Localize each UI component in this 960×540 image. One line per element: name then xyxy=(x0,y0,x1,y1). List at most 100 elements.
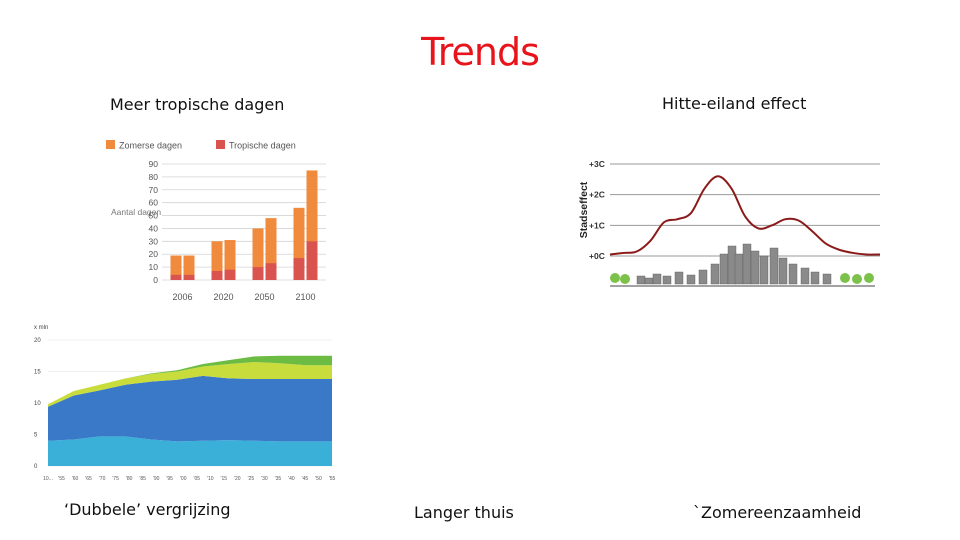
bar-tropical-days xyxy=(306,241,318,280)
building-icon xyxy=(644,277,654,285)
heat-chart-ylabel: Stadseffect xyxy=(578,181,590,238)
bar-y-tick: 90 xyxy=(149,159,159,169)
area-y-tick: 5 xyxy=(34,433,38,439)
bar-y-tick: 80 xyxy=(149,172,159,182)
area-y-tick: 15 xyxy=(34,370,41,376)
caption-double-aging: ‘Dubbele’ vergrijzing xyxy=(64,500,231,519)
tropical-days-bar-chart: Zomerse dagen Tropische dagen Aantal dage… xyxy=(106,140,326,302)
bar-tropical-days xyxy=(183,274,195,280)
heat-y-tick: +3C xyxy=(589,159,605,169)
bar-summer-days xyxy=(252,228,264,280)
heat-y-tick: +0C xyxy=(589,251,605,261)
building-icon xyxy=(698,269,708,285)
bar-summer-days xyxy=(265,218,277,280)
building-icon xyxy=(727,245,737,285)
bar-summer-days xyxy=(306,170,318,280)
area-y-tick: 10 xyxy=(34,401,41,407)
building-icon xyxy=(788,263,798,285)
building-icon xyxy=(710,263,720,285)
bar-tropical-days xyxy=(252,267,264,280)
building-icon xyxy=(674,271,684,285)
building-icon xyxy=(778,257,788,285)
building-icon xyxy=(750,250,760,285)
caption-heat-island: Hitte-eiland effect xyxy=(662,94,807,113)
building-icon xyxy=(800,267,810,285)
bar-tropical-days xyxy=(224,269,236,280)
aging-population-area-chart: x mln 0 5 10 15 20 10... '55 '60 '65 '70 '75 '80 '8… xyxy=(34,325,336,482)
area-x-tick: '20 xyxy=(234,476,241,482)
building-icon xyxy=(662,275,672,285)
area-x-tick: '70 xyxy=(99,476,106,482)
bar-tropical-days xyxy=(211,270,223,280)
area-x-tick: '15 xyxy=(221,476,228,482)
area-layer xyxy=(48,436,332,466)
bar-y-tick: 40 xyxy=(149,223,159,233)
area-x-tick: '90 xyxy=(153,476,160,482)
bar-tropical-days xyxy=(293,258,305,280)
building-icon xyxy=(742,243,752,285)
bar-x-tick: 2006 xyxy=(172,292,192,302)
area-x-tick: '50 xyxy=(315,476,322,482)
bar-y-tick: 0 xyxy=(153,275,158,285)
area-x-tick: '95 xyxy=(166,476,173,482)
building-icon xyxy=(636,275,646,285)
building-icon xyxy=(686,274,696,285)
area-x-tick: '10 xyxy=(207,476,214,482)
building-icon xyxy=(769,247,779,285)
building-icon xyxy=(652,273,662,285)
area-x-tick: '00 xyxy=(180,476,187,482)
area-x-tick: '55 xyxy=(329,476,336,482)
caption-summer-loneliness: `Zomereenzaamheid xyxy=(693,503,862,522)
heat-y-tick: +2C xyxy=(589,190,605,200)
area-x-tick: '55 xyxy=(58,476,65,482)
bar-y-tick: 10 xyxy=(149,262,159,272)
area-x-tick: '80 xyxy=(126,476,133,482)
building-icon xyxy=(759,255,769,285)
legend-swatch xyxy=(106,140,115,149)
area-x-tick: '75 xyxy=(112,476,119,482)
area-x-tick: '05 xyxy=(193,476,200,482)
legend-label: Zomerse dagen xyxy=(119,141,182,151)
heat-curve-line xyxy=(609,175,881,256)
tree-icon xyxy=(620,274,630,284)
area-layer xyxy=(48,355,332,405)
area-x-tick: '40 xyxy=(288,476,295,482)
bar-y-tick: 30 xyxy=(149,236,159,246)
legend-label: Tropische dagen xyxy=(229,141,296,151)
bar-x-tick: 2020 xyxy=(213,292,233,302)
area-y-tick: 20 xyxy=(34,338,41,344)
building-icon xyxy=(810,271,820,285)
area-x-tick: '35 xyxy=(275,476,282,482)
area-layer xyxy=(48,375,332,442)
bar-summer-days xyxy=(170,255,182,280)
area-y-tick: 0 xyxy=(34,464,38,470)
bar-summer-days xyxy=(224,240,236,280)
heat-island-chart: Stadseffect +0C +1C +2C +3C xyxy=(578,159,881,287)
bar-x-tick: 2100 xyxy=(295,292,315,302)
tree-icon xyxy=(840,273,850,283)
bar-x-tick: 2050 xyxy=(254,292,274,302)
area-x-tick: '65 xyxy=(85,476,92,482)
caption-tropical-days: Meer tropische dagen xyxy=(110,95,285,114)
bar-tropical-days xyxy=(265,263,277,280)
area-layer xyxy=(48,362,332,407)
area-x-tick: '60 xyxy=(72,476,79,482)
bar-y-tick: 20 xyxy=(149,249,159,259)
city-skyline-illustration xyxy=(610,243,874,285)
bar-summer-days xyxy=(183,255,195,280)
slide-title: Trends xyxy=(421,30,540,74)
bar-y-tick: 60 xyxy=(149,198,159,208)
tree-icon xyxy=(852,274,862,284)
bar-chart-legend: Zomerse dagen Tropische dagen xyxy=(106,140,296,151)
bar-y-tick: 50 xyxy=(149,211,159,221)
bar-chart-ylabel: Aantal dagen xyxy=(111,207,161,217)
area-x-tick: 10... xyxy=(43,476,53,482)
building-icon xyxy=(734,253,744,285)
area-chart-ylabel: x mln xyxy=(34,325,48,331)
tree-icon xyxy=(610,273,620,283)
tree-icon xyxy=(864,273,874,283)
bar-tropical-days xyxy=(170,274,182,280)
heat-y-tick: +1C xyxy=(589,220,605,230)
bar-y-tick: 70 xyxy=(149,185,159,195)
bar-summer-days xyxy=(211,241,223,280)
